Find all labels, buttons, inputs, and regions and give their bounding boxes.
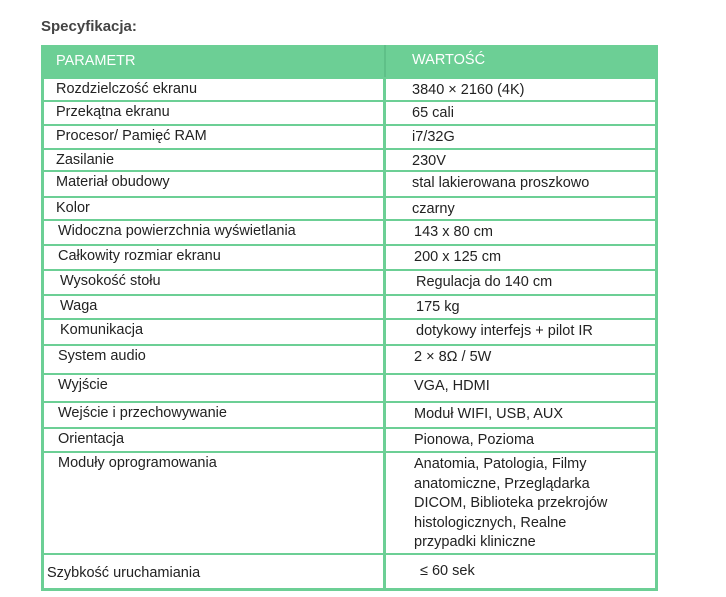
table-row: Przekątna ekranu 65 cali <box>44 100 655 124</box>
table-row: Zasilanie 230V <box>44 148 655 170</box>
table-row: Materiał obudowy stal lakierowana proszko… <box>44 170 655 196</box>
param-cell: Materiał obudowy <box>44 172 386 196</box>
value-cell: 143 x 80 cm <box>414 224 493 240</box>
value-cell: 65 cali <box>412 105 454 121</box>
table-row: Wejście i przechowywanie Moduł WIFI, USB,… <box>44 401 655 427</box>
value-cell: czarny <box>412 201 455 217</box>
value-cell: Pionowa, Pozioma <box>414 432 535 448</box>
param-cell: Wysokość stołu <box>44 271 386 294</box>
table-row: Moduły oprogramowania Anatomia, Patologia… <box>44 451 655 553</box>
value-cell: ≤ 60 sek <box>420 563 475 579</box>
value-cell: VGA, HDMI <box>414 378 490 394</box>
value-cell: 2 × 8Ω / 5W <box>414 349 492 365</box>
value-cell: 175 kg <box>416 299 460 315</box>
param-cell: Wyjście <box>44 375 386 401</box>
table-row: Kolor czarny <box>44 196 655 219</box>
spec-table: PARAMETR WARTOŚĆ Rozdzielczość ekranu 384… <box>41 45 658 591</box>
value-cell: 230V <box>412 153 446 169</box>
value-cell: i7/32G <box>412 129 455 145</box>
section-title: Specyfikacja: <box>41 18 137 35</box>
param-cell: Komunikacja <box>44 320 386 344</box>
param-cell: Zasilanie <box>44 150 386 170</box>
value-cell: dotykowy interfejs + pilot IR <box>416 323 593 339</box>
header-value: WARTOŚĆ <box>412 52 486 69</box>
table-row: Orientacja Pionowa, Pozioma <box>44 427 655 451</box>
table-header: PARAMETR WARTOŚĆ <box>44 45 655 77</box>
param-cell: Moduły oprogramowania <box>44 453 386 553</box>
param-cell: Waga <box>44 296 386 318</box>
table-row: Komunikacja dotykowy interfejs + pilot IR <box>44 318 655 344</box>
table-row: Widoczna powierzchnia wyświetlania 143 x … <box>44 219 655 244</box>
param-cell: System audio <box>44 346 386 373</box>
param-cell: Przekątna ekranu <box>44 102 386 124</box>
table-row: System audio 2 × 8Ω / 5W <box>44 344 655 373</box>
param-cell: Orientacja <box>44 429 386 451</box>
param-cell: Rozdzielczość ekranu <box>44 79 386 100</box>
table-row: Waga 175 kg <box>44 294 655 318</box>
value-cell: Regulacja do 140 cm <box>416 274 553 290</box>
value-cell: 200 x 125 cm <box>414 249 502 265</box>
table-row: Szybkość uruchamiania ≤ 60 sek <box>44 553 655 588</box>
table-row: Rozdzielczość ekranu 3840 × 2160 (4K) <box>44 77 655 100</box>
value-cell: Moduł WIFI, USB, AUX <box>414 406 564 422</box>
table-row: Wyjście VGA, HDMI <box>44 373 655 401</box>
table-row: Procesor/ Pamięć RAM i7/32G <box>44 124 655 148</box>
param-cell: Procesor/ Pamięć RAM <box>44 126 386 148</box>
value-cell: Anatomia, Patologia, Filmy anatomiczne, … <box>414 456 608 550</box>
param-cell: Wejście i przechowywanie <box>44 403 386 427</box>
param-cell: Szybkość uruchamiania <box>44 555 386 588</box>
table-row: Wysokość stołu Regulacja do 140 cm <box>44 269 655 294</box>
value-cell: 3840 × 2160 (4K) <box>412 82 525 98</box>
param-cell: Całkowity rozmiar ekranu <box>44 246 386 269</box>
param-cell: Widoczna powierzchnia wyświetlania <box>44 221 386 244</box>
header-param: PARAMETR <box>44 45 386 77</box>
table-row: Całkowity rozmiar ekranu 200 x 125 cm <box>44 244 655 269</box>
value-cell: stal lakierowana proszkowo <box>412 175 590 191</box>
param-cell: Kolor <box>44 198 386 219</box>
